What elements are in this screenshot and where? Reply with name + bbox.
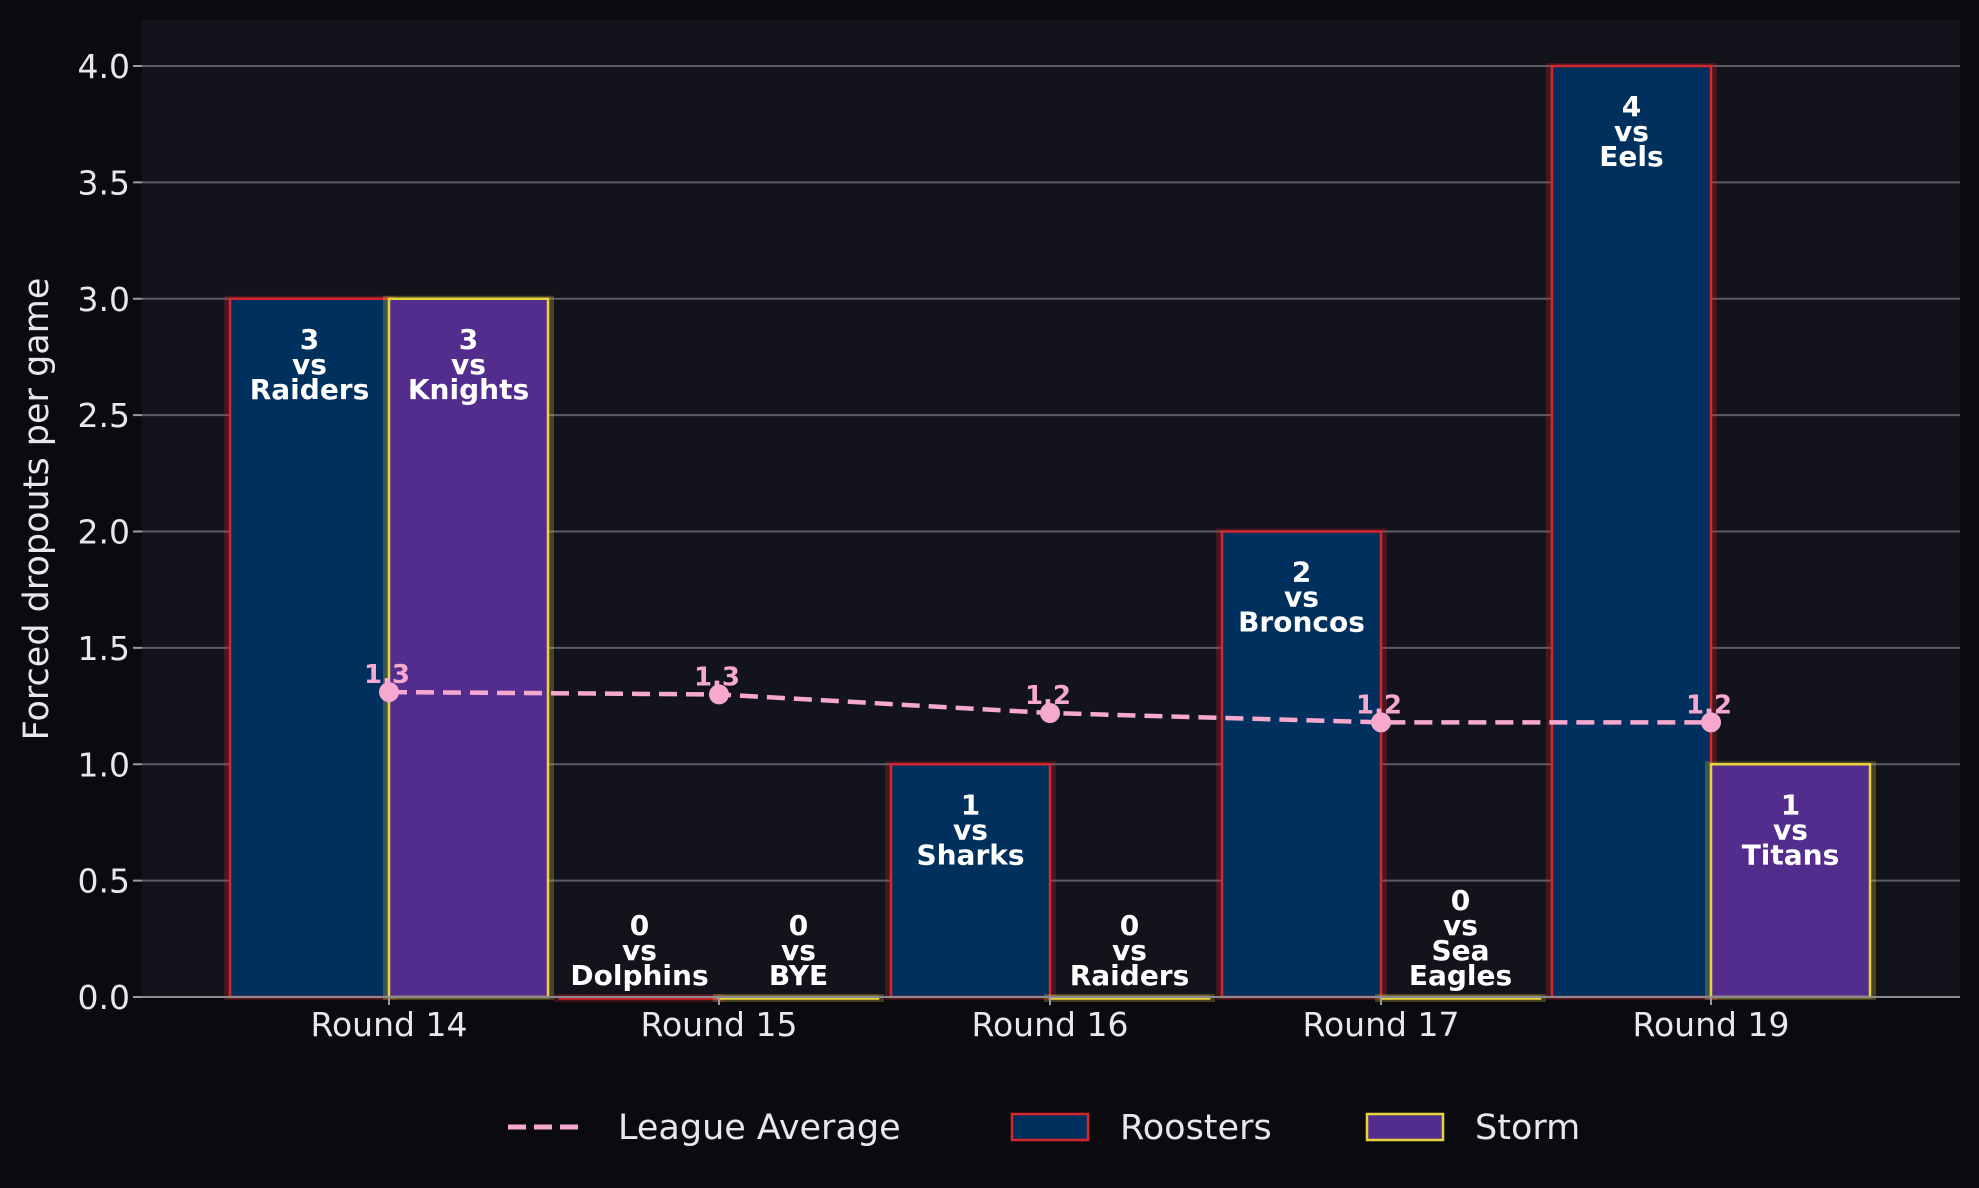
bar-label-line: Knights xyxy=(408,373,529,406)
league-average-point xyxy=(1040,703,1060,724)
bar-label-line: 1 xyxy=(1781,788,1800,821)
bar-label-line: Sea xyxy=(1431,934,1489,967)
x-tick-label: Round 19 xyxy=(1633,1005,1790,1044)
y-axis-label: Forced dropouts per game xyxy=(17,278,57,741)
legend-label: League Average xyxy=(618,1108,901,1148)
y-tick-label: 3.5 xyxy=(78,163,130,202)
league-average-point xyxy=(1701,712,1721,733)
bar-roosters xyxy=(228,297,391,999)
bar-value-label: 3 vs Knights xyxy=(408,323,529,406)
bar-label-line: vs xyxy=(292,348,327,381)
league-average-point xyxy=(709,684,729,705)
league-average-value: 1.2 xyxy=(1686,690,1732,720)
legend-label: Roosters xyxy=(1120,1108,1272,1148)
bar-label-line: Eels xyxy=(1599,140,1663,173)
bar-label-line: 4 xyxy=(1622,90,1641,123)
y-tick-label: 1.0 xyxy=(78,745,130,784)
bar-label-line: Dolphins xyxy=(570,959,708,992)
y-tick-label: 4.0 xyxy=(78,47,130,86)
legend: League Average Roosters Storm xyxy=(508,1108,1580,1148)
bar-value-label: 4 vs Eels xyxy=(1599,90,1663,173)
bar-value-label: 1 vs Sharks xyxy=(916,788,1024,871)
y-tick-label: 0.5 xyxy=(78,862,130,901)
bar-label-line: 0 xyxy=(630,909,649,942)
bar-label-line: vs xyxy=(1112,934,1147,967)
bar-value-label: 0 vs BYE xyxy=(769,909,828,992)
x-tick-label: Round 17 xyxy=(1303,1005,1460,1044)
bar-label-line: BYE xyxy=(769,959,828,992)
bar-label-line: Eagles xyxy=(1409,959,1512,992)
bar-value-label: 0 vs Dolphins xyxy=(570,909,708,992)
y-tick-label: 2.0 xyxy=(78,513,130,552)
bar-label-line: vs xyxy=(451,348,486,381)
bar-label-line: Broncos xyxy=(1238,606,1365,639)
y-tick-label: 0.0 xyxy=(78,978,130,1017)
bar-label-line: vs xyxy=(1443,909,1478,942)
league-average-value: 1.2 xyxy=(1025,681,1071,711)
league-average-value: 1.3 xyxy=(364,660,410,690)
bars xyxy=(224,63,1876,1002)
x-tick-label: Round 14 xyxy=(311,1005,468,1044)
bar-label-line: vs xyxy=(781,934,816,967)
bar-roosters xyxy=(889,763,1052,999)
league-average-point xyxy=(1371,712,1391,733)
y-tick-label: 1.5 xyxy=(78,629,130,668)
bar-storm xyxy=(1709,763,1872,999)
bar-label-line: 3 xyxy=(300,323,319,356)
legend-label: Storm xyxy=(1475,1108,1580,1148)
bar-label-line: Raiders xyxy=(1070,959,1190,992)
x-tick-label: Round 15 xyxy=(641,1005,798,1044)
league-average-line: 1.3 1.3 1.2 1.2 1.2 xyxy=(364,660,1732,733)
bar-label-line: vs xyxy=(1284,581,1319,614)
bar-value-label: 1 vs Titans xyxy=(1742,788,1840,871)
league-average-value: 1.2 xyxy=(1356,690,1402,720)
bar-roosters xyxy=(1550,64,1713,999)
axes: 0.0 0.5 1.0 1.5 2.0 2.5 3.0 3.5 4.0 Round 14 Round… xyxy=(78,47,1960,1044)
x-tick-label: Round 16 xyxy=(972,1005,1129,1044)
bar-label-line: Raiders xyxy=(250,373,370,406)
bar-value-label: 0 vs Raiders xyxy=(1070,909,1190,992)
league-average-value: 1.3 xyxy=(694,662,740,692)
bar-label-line: 0 xyxy=(1120,909,1139,942)
bar-label-line: Titans xyxy=(1742,838,1840,871)
bar-label-line: vs xyxy=(622,934,657,967)
league-average-point xyxy=(379,682,399,703)
bar-value-label: 2 vs Broncos xyxy=(1238,556,1365,639)
bar-label-line: 2 xyxy=(1292,556,1311,589)
bar-value-label: 3 vs Raiders xyxy=(250,323,370,406)
bar-label-line: 1 xyxy=(961,788,980,821)
y-tick-label: 3.0 xyxy=(78,280,130,319)
bar-label-line: vs xyxy=(953,813,988,846)
bar-label-line: vs xyxy=(1614,115,1649,148)
bar-value-label: 0 vs Sea Eagles xyxy=(1409,884,1512,992)
bar-label-line: 0 xyxy=(1451,884,1470,917)
bar-storm xyxy=(387,297,550,999)
bar-label-line: 0 xyxy=(789,909,808,942)
bar-label-line: Sharks xyxy=(916,838,1024,871)
bar-roosters xyxy=(1220,530,1383,999)
legend-swatch-roosters xyxy=(1010,1112,1090,1142)
y-tick-label: 2.5 xyxy=(78,396,130,435)
bar-label-line: vs xyxy=(1773,813,1808,846)
bar-label-line: 3 xyxy=(459,323,478,356)
legend-swatch-storm xyxy=(1365,1112,1445,1142)
